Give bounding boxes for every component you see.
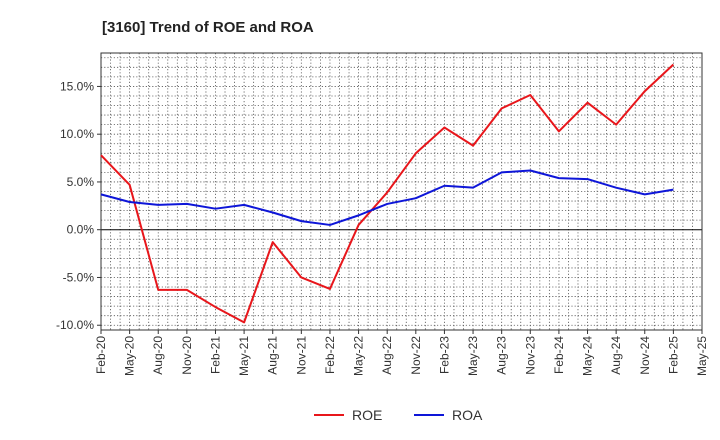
y-tick-label: -10.0% (56, 318, 94, 332)
x-tick-label: May-22 (352, 336, 366, 376)
x-tick-label: Feb-22 (323, 336, 337, 374)
x-tick-label: May-24 (581, 336, 595, 376)
x-tick-label: Nov-23 (523, 336, 537, 375)
x-tick-label: Nov-21 (294, 336, 308, 375)
y-tick-label: 0.0% (67, 223, 95, 237)
x-tick-label: Nov-22 (409, 336, 423, 375)
chart-title: [3160] Trend of ROE and ROA (102, 19, 314, 36)
x-tick-label: Feb-25 (666, 336, 680, 374)
legend: ROE ROA (314, 407, 483, 423)
y-tick-label: 5.0% (67, 175, 95, 189)
legend-label-roa: ROA (452, 407, 483, 423)
plot-frame (100, 52, 703, 331)
x-tick-label: Aug-23 (495, 336, 509, 375)
x-tick-label: Feb-23 (437, 336, 451, 374)
x-tick-label: Feb-24 (552, 336, 566, 374)
legend-label-roe: ROE (352, 407, 382, 423)
x-tick-label: Aug-22 (380, 336, 394, 375)
x-tick-label: May-20 (123, 336, 137, 376)
x-tick-label: Aug-24 (609, 336, 623, 375)
x-tick-label: May-25 (695, 336, 709, 376)
x-tick-label: Aug-20 (151, 336, 165, 375)
x-tick-label: May-21 (237, 336, 251, 376)
y-tick-label: 10.0% (60, 127, 94, 141)
plot-area: 15.0% 10.0% 5.0% 0.0% -5.0% -10.0%Feb-20 May-2… (56, 52, 709, 376)
y-tick-label: 15.0% (60, 79, 94, 93)
x-tick-label: Feb-20 (94, 336, 108, 374)
x-tick-label: Nov-24 (638, 336, 652, 375)
x-tick-label: Feb-21 (208, 336, 222, 374)
x-tick-label: Nov-20 (180, 336, 194, 375)
x-tick-label: May-23 (466, 336, 480, 376)
y-tick-label: -5.0% (63, 270, 95, 284)
x-tick-label: Aug-21 (266, 336, 280, 375)
